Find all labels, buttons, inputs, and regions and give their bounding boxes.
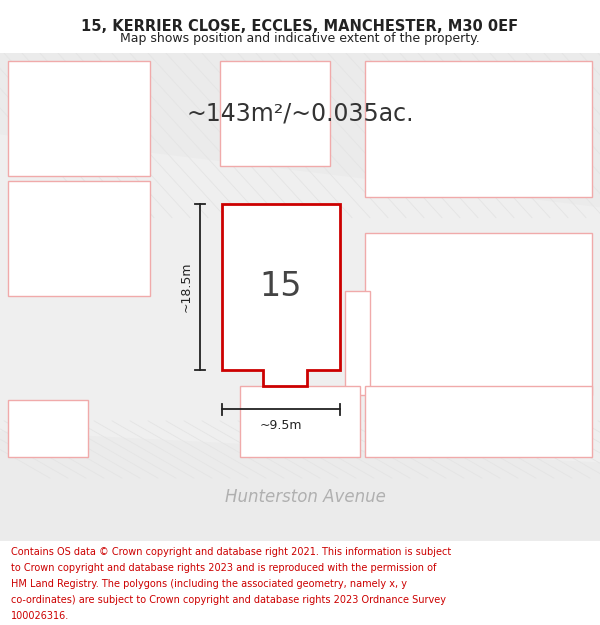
Polygon shape: [222, 204, 340, 386]
Text: Map shows position and indicative extent of the property.: Map shows position and indicative extent…: [120, 32, 480, 45]
Text: ~9.5m: ~9.5m: [260, 419, 302, 432]
Bar: [345, 291, 370, 395]
Bar: [240, 386, 360, 458]
Polygon shape: [0, 53, 600, 208]
Bar: [365, 233, 592, 395]
Text: 100026316.: 100026316.: [11, 611, 69, 621]
Text: ~143m²/~0.035ac.: ~143m²/~0.035ac.: [186, 101, 414, 126]
Bar: [8, 181, 150, 296]
Text: 15: 15: [260, 271, 302, 304]
Text: co-ordinates) are subject to Crown copyright and database rights 2023 Ordnance S: co-ordinates) are subject to Crown copyr…: [11, 594, 446, 604]
Bar: [365, 386, 592, 458]
Text: Hunterston Avenue: Hunterston Avenue: [224, 488, 385, 506]
Text: HM Land Registry. The polygons (including the associated geometry, namely x, y: HM Land Registry. The polygons (includin…: [11, 579, 407, 589]
Text: to Crown copyright and database rights 2023 and is reproduced with the permissio: to Crown copyright and database rights 2…: [11, 562, 436, 572]
Polygon shape: [0, 431, 600, 541]
Bar: [8, 61, 150, 176]
Bar: [365, 61, 592, 197]
Bar: [220, 61, 330, 166]
Text: Contains OS data © Crown copyright and database right 2021. This information is : Contains OS data © Crown copyright and d…: [11, 546, 451, 556]
Text: ~18.5m: ~18.5m: [180, 262, 193, 312]
Bar: [8, 400, 88, 458]
Text: 15, KERRIER CLOSE, ECCLES, MANCHESTER, M30 0EF: 15, KERRIER CLOSE, ECCLES, MANCHESTER, M…: [82, 19, 518, 34]
